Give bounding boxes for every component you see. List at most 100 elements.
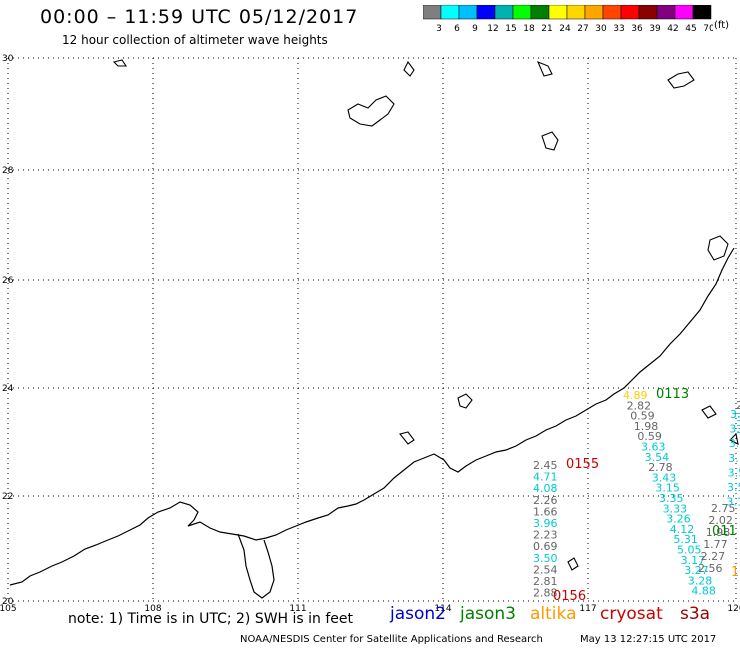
wave-height-value: 0.69 (533, 540, 558, 553)
pass-time-label: 0156 (553, 589, 586, 604)
wave-height-value: 5.31 (673, 533, 698, 546)
wave-height-value: 4.08 (533, 482, 558, 495)
latitude-label: 28 (2, 166, 14, 176)
wave-height-value: 2.23 (533, 529, 558, 542)
island-outline (347, 95, 395, 127)
wave-height-value: 3.17 (681, 554, 706, 567)
footnote: note: 1) Time is in UTC; 2) SWH is in fe… (68, 611, 354, 627)
wave-height-value: 3.17 (726, 496, 740, 509)
legend-tick-label: 12 (487, 24, 498, 34)
peninsula-coast (237, 533, 275, 599)
wave-height-value: 3 (736, 411, 740, 424)
wave-height-value: 3.33 (663, 502, 688, 515)
island-outline (112, 59, 128, 67)
island-outline (399, 431, 415, 445)
wave-height-value: 2.81 (533, 575, 558, 588)
wave-height-value: 3.28 (688, 574, 713, 587)
legend-tick-label: 18 (523, 24, 535, 34)
latitude-label: 24 (2, 384, 14, 394)
pass-time-label: 1 (731, 565, 739, 580)
legend-swatch (692, 5, 712, 20)
credit-line: NOAA/NESDIS Center for Satellite Applica… (240, 634, 543, 645)
wave-height-value: 3.59 (727, 481, 740, 494)
legend-tick-label: 70 (703, 24, 713, 34)
longitude-label: 111 (289, 604, 306, 614)
latitude-label: 22 (2, 492, 13, 502)
wave-height-value: 4.89 (623, 389, 648, 402)
wave-height-value: 2.75 (711, 502, 736, 515)
legend-tick-label: 33 (613, 24, 624, 34)
legend-unit: (ft) (714, 20, 730, 31)
wave-height-value: 3.1 (728, 452, 740, 465)
altimeter-tracks: 2.454.714.082.261.663.962.230.693.502.54… (533, 387, 740, 604)
wave-height-value: 5.05 (677, 544, 702, 557)
wave-height-value: 3.35 (659, 492, 684, 505)
latitude-label: 20 (2, 597, 14, 607)
satellite-jason3: jason3 (460, 604, 516, 624)
wave-height-value: 3.96 (533, 517, 558, 530)
satellite-s3a: s3a (680, 604, 711, 624)
wave-height-value: 4.71 (533, 471, 558, 484)
legend-tick-label: 27 (577, 24, 588, 34)
mainland-coast (9, 247, 735, 586)
wave-height-value: 2.82 (627, 399, 652, 412)
wave-height-value: 2.88 (533, 587, 558, 600)
map-grid (7, 57, 737, 602)
legend-tick-label: 6 (454, 24, 460, 34)
legend-tick-label: 24 (559, 24, 571, 34)
longitude-label: 114 (434, 604, 451, 614)
legend-tick-label: 39 (649, 24, 661, 34)
wave-height-value: 3.15 (655, 482, 680, 495)
longitude-label: 108 (144, 604, 161, 614)
pass-time-label: 0113 (656, 387, 689, 402)
wave-height-value: 2.27 (701, 550, 726, 563)
legend-tick-label: 36 (631, 24, 643, 34)
wave-height-value: 2.56 (698, 562, 723, 575)
island-outline (729, 432, 739, 445)
wave-height-value: 2.45 (533, 459, 558, 472)
wave-height-value: 3.26 (666, 513, 691, 526)
wave-height-value: 4.12 (670, 523, 695, 536)
wave-height-value: 2.78 (648, 461, 673, 474)
island-outline (536, 60, 553, 77)
satellite-jason2: jason2 (390, 604, 446, 624)
map-title: 00:00 – 11:59 UTC 05/12/2017 (40, 6, 359, 28)
island-outline (701, 405, 717, 419)
wave-height-value: 1.77 (703, 538, 728, 551)
wave-height-value: 1.66 (533, 505, 558, 518)
longitude-label: 117 (579, 604, 596, 614)
wave-height-value: 3.50 (533, 552, 558, 565)
wave-height-value: 3 (736, 423, 740, 436)
pass-time-label: 0155 (566, 457, 599, 472)
legend-tick-label: 9 (472, 24, 478, 34)
island-outline (567, 557, 579, 571)
wave-height-value: 3.43 (652, 471, 677, 484)
color-scale-legend: 3 6 9 12 15 18 21 24 27 30 33 36 39 42 45 70 (423, 5, 713, 35)
color-scale-bar: 3 6 9 12 15 18 21 24 27 30 33 36 39 42 45 70 (423, 5, 713, 34)
wave-height-value: 1.98 (634, 420, 659, 433)
wave-height-value: 2.02 (708, 514, 733, 527)
latitude-label: 30 (2, 54, 14, 64)
island-outline (403, 60, 415, 77)
legend-tick-label: 42 (667, 24, 678, 34)
island-outline (541, 131, 559, 151)
legend-tick-label: 45 (685, 24, 696, 34)
wave-height-value: 4.88 (691, 585, 716, 598)
wave-height-value: 3.58 (728, 466, 740, 479)
longitude-label: 105 (0, 604, 17, 614)
wave-height-value: 3.7 (729, 437, 740, 450)
legend-tick-label: 3 (436, 24, 442, 34)
legend-tick-label: 15 (505, 24, 516, 34)
wave-height-value: 2 (736, 399, 740, 412)
coastline (9, 59, 739, 599)
wave-height-value: 3. (730, 408, 740, 421)
legend-tick-label: 21 (541, 24, 552, 34)
latitude-label: 26 (2, 276, 14, 286)
longitude-label: 120 (727, 604, 740, 614)
wave-height-value: 0.59 (630, 410, 655, 423)
wave-height-value: 3.27 (684, 564, 709, 577)
pass-time-label: 011 (712, 524, 737, 539)
generated-timestamp: May 13 12:27:15 UTC 2017 (580, 634, 717, 645)
island-outline (667, 71, 695, 89)
